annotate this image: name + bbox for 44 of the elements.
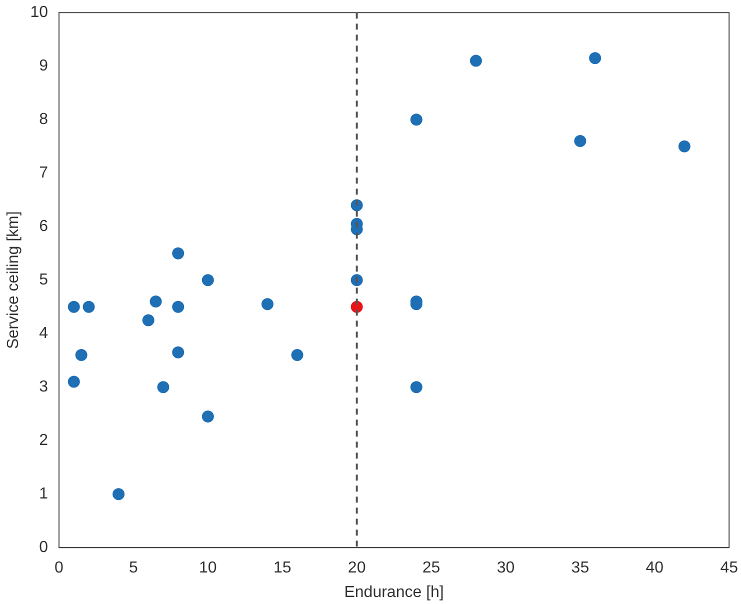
- point: [678, 140, 690, 152]
- y-tick-label: 6: [39, 218, 48, 236]
- y-tick-label: 3: [39, 378, 48, 396]
- point: [410, 114, 422, 126]
- x-tick-label: 0: [54, 560, 64, 577]
- x-axis-title: Endurance [h]: [344, 584, 444, 601]
- point: [261, 298, 274, 310]
- x-tick-label: 10: [199, 560, 217, 577]
- x-tick-label: 40: [646, 560, 664, 577]
- point: [157, 381, 170, 394]
- x-tick-label: 25: [422, 560, 440, 577]
- y-tick-label: 1: [39, 486, 48, 503]
- point: [68, 300, 80, 313]
- point: [68, 376, 80, 388]
- point: [82, 300, 95, 313]
- point: [75, 349, 88, 361]
- y-tick-label: 8: [39, 111, 48, 128]
- point: [202, 274, 214, 286]
- x-tick-label: 30: [496, 560, 515, 577]
- point: [202, 410, 214, 423]
- point: [172, 247, 184, 260]
- point: [410, 381, 422, 394]
- point: [172, 346, 184, 358]
- x-tick-label: 20: [348, 560, 366, 577]
- y-tick-label: 10: [30, 4, 48, 22]
- point: [172, 300, 184, 313]
- y-tick-label: 2: [39, 432, 48, 450]
- x-tick-label: 35: [571, 560, 590, 577]
- y-tick-label: 5: [39, 272, 48, 289]
- point: [470, 54, 482, 67]
- point: [112, 488, 125, 500]
- y-tick-label: 4: [39, 325, 48, 342]
- point: [142, 314, 154, 326]
- point: [589, 52, 602, 64]
- x-tick-label: 45: [720, 560, 738, 577]
- point: [574, 135, 586, 147]
- point: [291, 349, 304, 361]
- y-tick-label: 9: [39, 58, 48, 75]
- x-tick-label: 15: [273, 560, 292, 577]
- x-tick-label: 5: [129, 560, 138, 577]
- y-tick-label: 7: [39, 164, 48, 182]
- y-axis-title: Service ceiling [km]: [5, 211, 22, 350]
- point: [150, 296, 162, 308]
- y-tick-label: 0: [39, 539, 48, 556]
